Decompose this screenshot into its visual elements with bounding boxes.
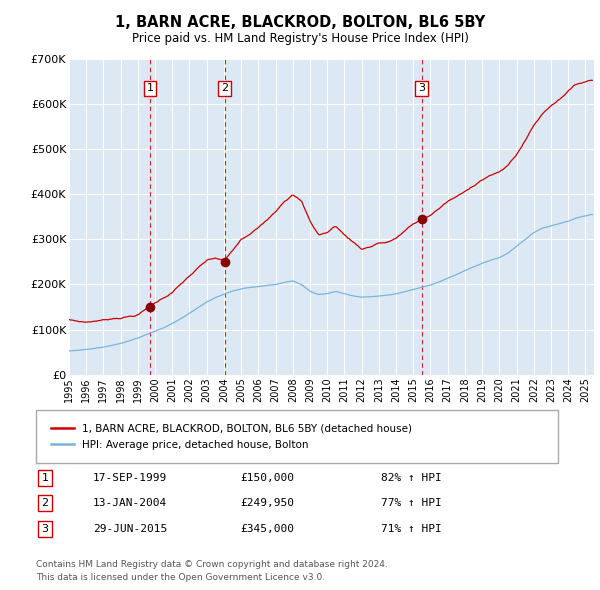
Text: 3: 3 (418, 83, 425, 93)
Text: Contains HM Land Registry data © Crown copyright and database right 2024.: Contains HM Land Registry data © Crown c… (36, 560, 388, 569)
Text: Price paid vs. HM Land Registry's House Price Index (HPI): Price paid vs. HM Land Registry's House … (131, 32, 469, 45)
Text: £150,000: £150,000 (240, 473, 294, 483)
Text: 1: 1 (41, 473, 49, 483)
Legend: 1, BARN ACRE, BLACKROD, BOLTON, BL6 5BY (detached house), HPI: Average price, de: 1, BARN ACRE, BLACKROD, BOLTON, BL6 5BY … (46, 419, 416, 454)
Text: 1, BARN ACRE, BLACKROD, BOLTON, BL6 5BY: 1, BARN ACRE, BLACKROD, BOLTON, BL6 5BY (115, 15, 485, 30)
Text: This data is licensed under the Open Government Licence v3.0.: This data is licensed under the Open Gov… (36, 572, 325, 582)
Text: £345,000: £345,000 (240, 524, 294, 533)
Text: 1: 1 (146, 83, 154, 93)
Text: 71% ↑ HPI: 71% ↑ HPI (381, 524, 442, 533)
Text: 77% ↑ HPI: 77% ↑ HPI (381, 499, 442, 508)
Text: 17-SEP-1999: 17-SEP-1999 (93, 473, 167, 483)
Text: 3: 3 (41, 524, 49, 533)
FancyBboxPatch shape (36, 410, 558, 463)
Text: 29-JUN-2015: 29-JUN-2015 (93, 524, 167, 533)
Text: 2: 2 (221, 83, 228, 93)
Text: £249,950: £249,950 (240, 499, 294, 508)
Text: 82% ↑ HPI: 82% ↑ HPI (381, 473, 442, 483)
Text: 13-JAN-2004: 13-JAN-2004 (93, 499, 167, 508)
Text: 2: 2 (41, 499, 49, 508)
